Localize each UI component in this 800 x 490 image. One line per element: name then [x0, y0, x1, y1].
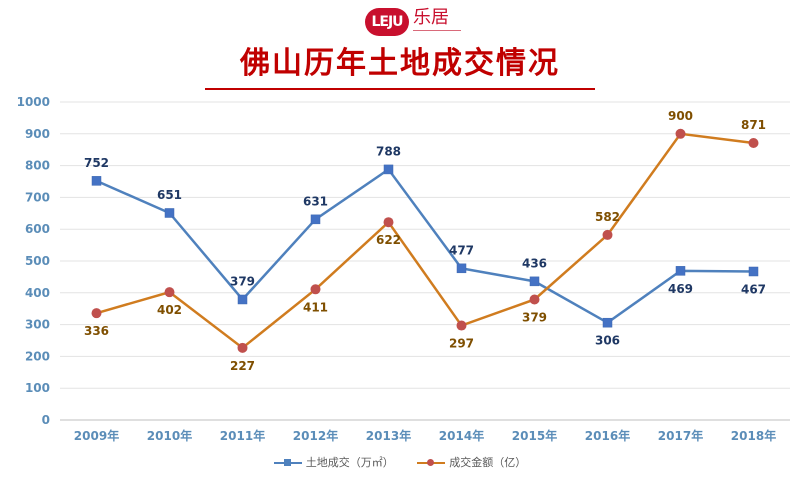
y-tick-label: 300 — [25, 318, 50, 332]
data-point-marker — [91, 176, 102, 186]
y-tick-label: 700 — [25, 190, 50, 204]
legend-item-land-area: 土地成交（万㎡） — [273, 454, 394, 470]
x-tick-label: 2017年 — [658, 428, 703, 443]
legend-item-transaction-amount: 成交金额（亿） — [417, 454, 526, 470]
data-label: 788 — [376, 144, 401, 158]
leju-logo: LEJU 乐居 — [365, 6, 461, 40]
x-tick-label: 2012年 — [293, 428, 338, 443]
legend-label-land-area: 土地成交（万㎡） — [305, 456, 394, 469]
y-tick-label: 1000 — [17, 95, 50, 109]
data-point-marker — [383, 217, 394, 228]
data-label: 467 — [741, 282, 766, 296]
data-point-marker — [310, 284, 321, 295]
y-tick-label: 800 — [25, 159, 50, 173]
logo-badge: LEJU — [365, 8, 409, 36]
legend-label-transaction-amount: 成交金额（亿） — [449, 456, 527, 469]
data-label: 477 — [449, 243, 474, 257]
data-point-marker — [310, 214, 321, 225]
data-label: 379 — [522, 310, 547, 324]
data-point-marker — [456, 263, 467, 274]
x-tick-label: 2015年 — [512, 428, 557, 443]
data-label: 631 — [303, 194, 328, 208]
data-label: 336 — [84, 324, 109, 338]
chart-title: 佛山历年土地成交情况 — [240, 46, 560, 81]
data-label: 622 — [376, 233, 401, 247]
y-tick-label: 500 — [25, 254, 50, 268]
x-tick-label: 2009年 — [74, 428, 119, 443]
data-label: 379 — [230, 274, 255, 288]
data-point-marker — [164, 208, 175, 218]
y-tick-label: 900 — [25, 127, 50, 141]
series-line-1 — [96, 132, 754, 350]
data-label: 436 — [522, 256, 547, 270]
data-label: 900 — [668, 109, 693, 123]
title-underline — [205, 88, 595, 90]
x-tick-label: 2016年 — [585, 428, 630, 443]
data-point-marker — [529, 294, 540, 305]
x-tick-label: 2018年 — [731, 428, 776, 443]
x-tick-label: 2014年 — [439, 428, 484, 443]
data-label: 582 — [595, 210, 620, 224]
data-label: 402 — [157, 303, 182, 317]
data-label: 469 — [668, 282, 693, 296]
x-tick-label: 2010年 — [147, 428, 192, 443]
data-label: 871 — [741, 118, 766, 132]
chart-legend: 土地成交（万㎡） 成交金额（亿） — [0, 454, 800, 470]
data-point-marker — [748, 266, 759, 277]
data-label: 411 — [303, 300, 328, 314]
legend-swatch-transaction-amount — [417, 458, 446, 468]
y-tick-label: 0 — [42, 413, 50, 427]
legend-swatch-land-area — [273, 458, 302, 468]
data-point-marker — [675, 128, 686, 139]
data-label: 297 — [449, 337, 474, 351]
data-point-marker — [237, 294, 248, 305]
data-point-marker — [529, 276, 540, 287]
logo-text: 乐居 — [413, 7, 449, 28]
data-point-marker — [748, 138, 759, 149]
data-point-marker — [602, 229, 613, 240]
data-point-marker — [164, 287, 175, 298]
data-point-marker — [237, 342, 248, 353]
data-label: 306 — [595, 334, 620, 348]
x-tick-label: 2013年 — [366, 428, 411, 443]
series-line-0 — [95, 167, 754, 325]
data-label: 227 — [230, 359, 255, 373]
data-label: 752 — [84, 156, 109, 170]
data-point-marker — [456, 320, 467, 331]
data-point-marker — [383, 164, 394, 175]
y-tick-label: 100 — [25, 381, 50, 395]
data-point-marker — [91, 308, 102, 319]
x-tick-label: 2011年 — [220, 428, 265, 443]
logo-underline — [413, 30, 461, 35]
data-point-marker — [675, 266, 686, 276]
y-tick-label: 400 — [25, 286, 50, 300]
data-point-marker — [602, 317, 613, 328]
data-label: 651 — [157, 188, 182, 202]
y-tick-label: 200 — [25, 349, 50, 363]
y-tick-label: 600 — [25, 222, 50, 236]
